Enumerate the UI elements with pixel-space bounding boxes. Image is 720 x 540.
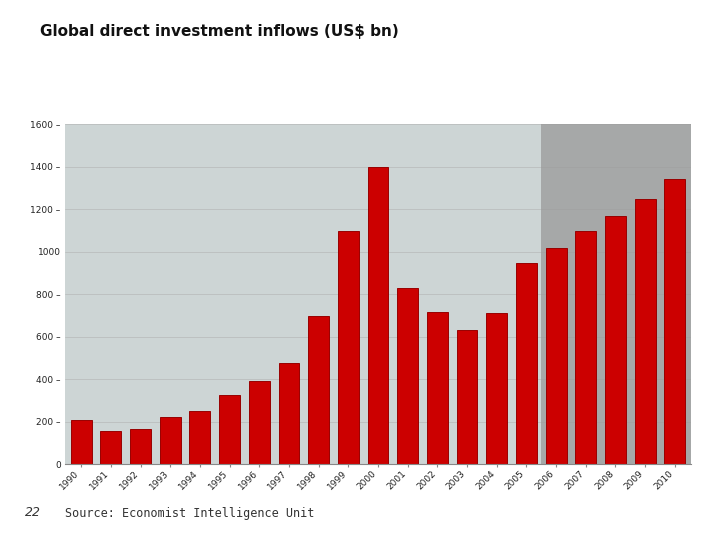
- Bar: [308, 315, 329, 464]
- Bar: [100, 431, 121, 464]
- Bar: [249, 381, 270, 464]
- Bar: [71, 420, 91, 464]
- Bar: [665, 179, 685, 464]
- Bar: [541, 124, 691, 464]
- Bar: [486, 313, 507, 464]
- Bar: [427, 312, 448, 464]
- Text: Source: Economist Intelligence Unit: Source: Economist Intelligence Unit: [65, 507, 314, 519]
- Bar: [546, 247, 567, 464]
- Bar: [397, 288, 418, 464]
- Bar: [575, 231, 596, 464]
- Text: Global direct investment inflows (US$ bn): Global direct investment inflows (US$ bn…: [40, 24, 398, 39]
- Text: The
Economist: The Economist: [662, 511, 694, 522]
- Text: Economist Intelligence Unit: Economist Intelligence Unit: [458, 511, 621, 521]
- Bar: [516, 264, 537, 464]
- Bar: [605, 215, 626, 464]
- Bar: [456, 330, 477, 464]
- Bar: [338, 231, 359, 464]
- Bar: [130, 429, 151, 464]
- Bar: [368, 167, 388, 464]
- Bar: [189, 410, 210, 464]
- Bar: [635, 199, 656, 464]
- Bar: [219, 395, 240, 464]
- Text: 22: 22: [25, 507, 41, 519]
- Bar: [279, 363, 300, 464]
- Bar: [160, 416, 181, 464]
